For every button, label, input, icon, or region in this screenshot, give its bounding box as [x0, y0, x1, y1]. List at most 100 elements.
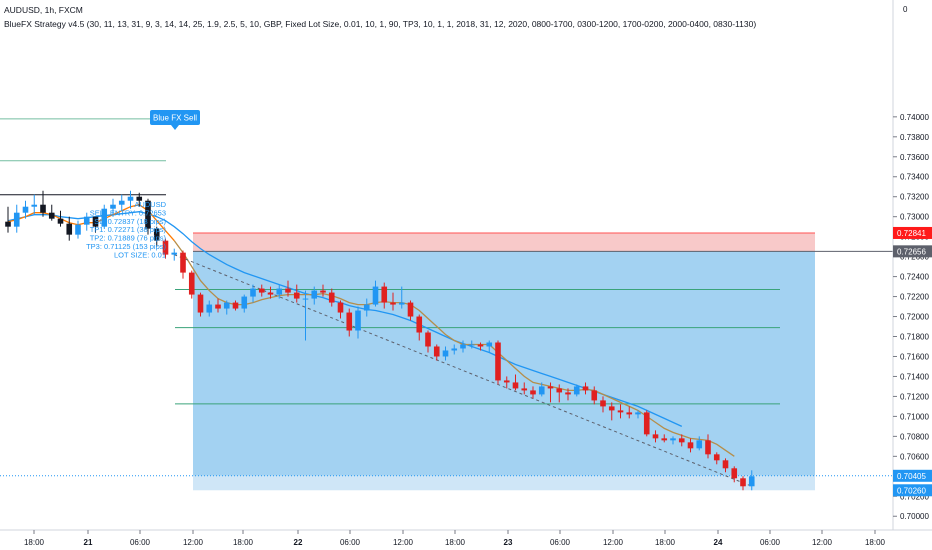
candle: [171, 252, 178, 255]
candle: [241, 296, 248, 309]
candle: [48, 212, 55, 219]
candle: [206, 304, 213, 313]
sell-signal-pointer: [171, 125, 179, 130]
candle: [40, 204, 46, 213]
candle: [451, 348, 458, 351]
price-tick-label: 0.70000: [900, 512, 929, 521]
price-tick-label: 0.73400: [900, 173, 929, 182]
price-tick-label: 0.71800: [900, 333, 929, 342]
candle: [503, 380, 510, 383]
time-tick-label: 12:00: [812, 538, 833, 547]
candle: [188, 272, 195, 295]
take-profit-zone: [193, 251, 815, 476]
price-tick-label: 0.73000: [900, 213, 929, 222]
candle: [153, 228, 160, 241]
candle: [22, 206, 29, 213]
candle: [267, 292, 274, 295]
price-tick-label: 0.71200: [900, 392, 929, 401]
candle: [425, 332, 431, 347]
sell-signal-label: Blue FX Sell: [153, 114, 197, 123]
stop-loss-zone: [193, 232, 815, 252]
time-tick-label: 18:00: [865, 538, 886, 547]
candle: [468, 344, 475, 346]
candle: [162, 240, 169, 255]
candle: [118, 200, 125, 205]
candle: [705, 440, 711, 455]
trade-info-line: SL: 0.72837 (18 pips): [94, 217, 166, 226]
slow-moving-average: [7, 211, 683, 427]
sell-signal-badge[interactable]: [150, 110, 200, 125]
candle: [556, 388, 563, 393]
candle: [328, 292, 335, 303]
candle: [180, 252, 186, 273]
candle: [486, 342, 493, 347]
time-tick-label: 18:00: [655, 538, 676, 547]
trade-info-line: AUDUSD: [134, 200, 166, 209]
candle: [600, 400, 606, 407]
candle: [302, 298, 309, 300]
indicator-title: BlueFX Strategy v4.5 (30, 11, 13, 31, 9,…: [4, 19, 757, 29]
time-tick-label: 06:00: [760, 538, 781, 547]
price-tick-label: 0.74000: [900, 113, 929, 122]
price-tick-label: 0.71000: [900, 412, 929, 421]
candle: [232, 302, 239, 309]
price-tick-label: 0.71600: [900, 352, 929, 361]
candle: [495, 342, 501, 381]
trade-info-line: SELL ENTRY: 0.72653: [90, 208, 166, 217]
candle: [661, 438, 668, 441]
price-tick-label: 0.72000: [900, 313, 929, 322]
candle: [635, 412, 641, 415]
price-tick-label: 0.70800: [900, 432, 929, 441]
candle: [512, 382, 519, 389]
time-tick-label: 06:00: [340, 538, 361, 547]
price-tick-label: 0.73200: [900, 193, 929, 202]
candle: [215, 304, 221, 309]
candle: [92, 216, 99, 227]
candle: [398, 302, 405, 305]
candle: [31, 204, 38, 207]
fast-moving-average: [173, 240, 735, 457]
candle: [223, 302, 230, 309]
candle: [608, 406, 615, 411]
time-tick-label: 18:00: [445, 538, 466, 547]
candle: [13, 212, 20, 227]
candle: [407, 302, 414, 317]
candle: [582, 386, 589, 391]
candle: [617, 410, 624, 413]
candle: [127, 196, 134, 201]
target-zone-tail: [193, 475, 815, 491]
trade-info-line: TP1: 0.72271 (38 pips): [90, 225, 167, 234]
candle: [687, 442, 694, 449]
candle: [643, 412, 650, 435]
trade-info-line: TP2: 0.71889 (76 pips): [90, 234, 167, 243]
candle: [748, 476, 755, 487]
time-tick-label: 12:00: [393, 538, 414, 547]
candle: [538, 386, 545, 395]
time-tick-label: 06:00: [130, 538, 151, 547]
candle: [652, 434, 659, 439]
time-tick-label: 18:00: [24, 538, 45, 547]
time-tick-label: 12:00: [603, 538, 624, 547]
candle: [285, 288, 291, 293]
price-label-box: [893, 469, 932, 482]
candle: [276, 288, 283, 295]
time-tick-label: 21: [84, 538, 93, 547]
candle: [110, 204, 116, 209]
candle: [250, 288, 256, 297]
candle: [346, 312, 353, 331]
candle: [477, 344, 484, 347]
candle: [337, 302, 344, 313]
symbol-title: AUDUSD, 1h, FXCM: [4, 5, 83, 15]
candle: [5, 221, 11, 227]
time-tick-label: 24: [714, 538, 723, 547]
time-tick-label: 06:00: [550, 538, 571, 547]
candle: [83, 216, 90, 225]
time-tick-label: 22: [294, 538, 303, 547]
trade-info-line: TP3: 0.71125 (153 pips): [86, 242, 166, 251]
candle: [75, 224, 81, 235]
time-tick-label: 23: [504, 538, 513, 547]
candle: [591, 390, 598, 401]
candle: [670, 438, 676, 441]
candle: [57, 218, 64, 224]
